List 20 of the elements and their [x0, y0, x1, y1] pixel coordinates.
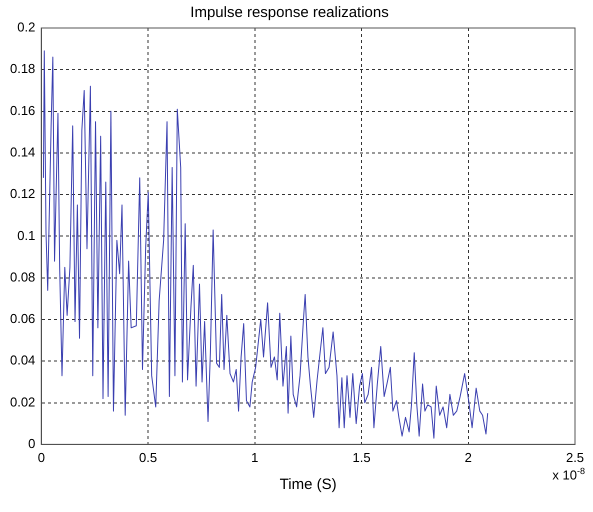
- chart-title: Impulse response realizations: [190, 4, 389, 22]
- x-tick-label: 2: [464, 450, 472, 465]
- x-tick-label: 1.5: [352, 450, 371, 465]
- y-tick-label: 0.12: [10, 186, 36, 202]
- x-tick-label: 2.5: [566, 450, 584, 465]
- x-axis-title: Time (S): [280, 476, 337, 494]
- y-tick-label: 0.14: [10, 144, 36, 160]
- x-tick-label: 0.5: [139, 450, 158, 465]
- y-tick-label: 0.02: [10, 394, 36, 410]
- y-tick-label: 0: [28, 436, 36, 451]
- y-tick-label: 0.1: [17, 228, 36, 243]
- y-tick-label: 0.2: [17, 20, 36, 35]
- y-tick-label: 0.06: [10, 311, 36, 326]
- x-tick-label: 0: [38, 450, 45, 465]
- y-tick-label: 0.04: [10, 352, 36, 368]
- y-tick-label: 0.16: [10, 102, 36, 118]
- y-tick-label: 0.18: [10, 61, 36, 76]
- y-tick-label: 0.08: [10, 269, 36, 284]
- x-tick-label: 1: [251, 450, 258, 465]
- text: x 10$^{-8}$: [552, 466, 585, 482]
